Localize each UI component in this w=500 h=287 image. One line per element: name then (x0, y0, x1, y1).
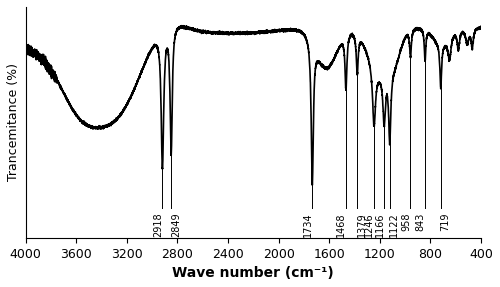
Text: 958: 958 (401, 212, 411, 231)
Y-axis label: Trancemitance (%): Trancemitance (%) (7, 63, 20, 181)
Text: 1122: 1122 (390, 212, 400, 237)
Text: 1379: 1379 (357, 212, 367, 237)
Text: 719: 719 (440, 212, 450, 231)
Text: 1734: 1734 (302, 212, 312, 237)
Text: 1166: 1166 (374, 212, 384, 236)
Text: 2918: 2918 (153, 212, 163, 237)
Text: 1246: 1246 (364, 212, 374, 237)
X-axis label: Wave number (cm⁻¹): Wave number (cm⁻¹) (172, 266, 334, 280)
Text: 2849: 2849 (171, 212, 181, 237)
Text: 843: 843 (416, 212, 426, 230)
Text: 1468: 1468 (336, 212, 346, 236)
